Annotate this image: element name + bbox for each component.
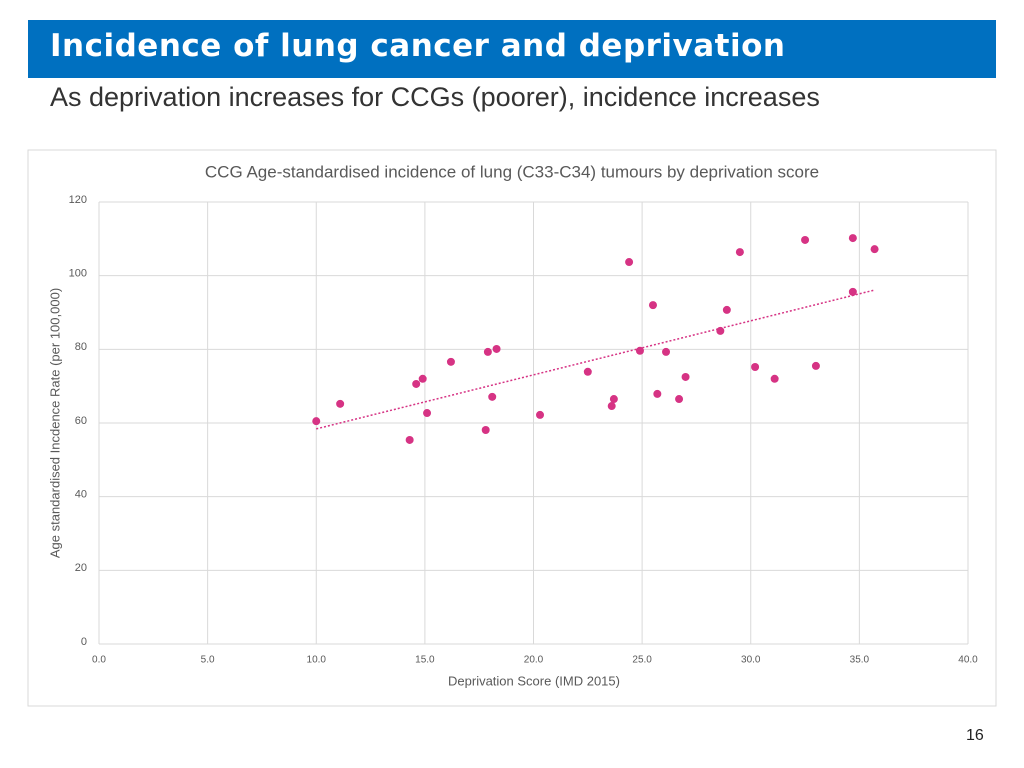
data-point [662, 347, 671, 356]
y-tick-label: 40 [75, 489, 87, 501]
x-tick-label: 10.0 [307, 655, 327, 666]
x-tick-label: 40.0 [958, 655, 978, 666]
data-point [488, 392, 497, 401]
data-point [446, 357, 455, 366]
data-point [722, 305, 731, 314]
data-point [405, 435, 414, 444]
data-point [675, 395, 684, 404]
y-tick-label: 20 [75, 562, 87, 574]
x-tick-label: 20.0 [524, 655, 544, 666]
data-point [770, 374, 779, 383]
data-point [607, 402, 616, 411]
data-point [312, 417, 321, 426]
data-point [483, 347, 492, 356]
data-point [735, 248, 744, 257]
y-tick-label: 120 [69, 194, 87, 206]
x-tick-label: 0.0 [92, 655, 106, 666]
y-axis-label: Age standardised Incdence Rate (per 100,… [47, 288, 62, 558]
x-tick-label: 25.0 [632, 655, 652, 666]
data-point [609, 395, 618, 404]
page-number: 16 [966, 727, 984, 744]
chart-title: CCG Age-standardised incidence of lung (… [205, 162, 819, 181]
data-point [625, 258, 634, 267]
data-point [412, 379, 421, 388]
data-point [418, 374, 427, 383]
data-point [801, 235, 810, 244]
data-point [336, 399, 345, 408]
y-tick-label: 80 [75, 341, 87, 353]
y-tick-label: 0 [81, 636, 87, 648]
data-point [423, 409, 432, 418]
data-point [848, 287, 857, 296]
data-point [481, 425, 490, 434]
chart-frame [27, 149, 997, 707]
data-point [811, 361, 820, 370]
data-point [716, 326, 725, 335]
data-point [635, 346, 644, 355]
slide-subtitle: As deprivation increases for CCGs (poore… [50, 82, 820, 112]
header-bar: Incidence of lung cancer and deprivation [28, 20, 996, 78]
x-tick-label: 15.0 [415, 655, 435, 666]
data-point [870, 245, 879, 254]
data-point [653, 389, 662, 398]
y-tick-label: 100 [69, 268, 87, 280]
x-tick-label: 35.0 [850, 655, 870, 666]
x-axis-label: Deprivation Score (IMD 2015) [448, 673, 620, 688]
x-tick-label: 5.0 [201, 655, 215, 666]
y-tick-label: 60 [75, 415, 87, 427]
slide-title: Incidence of lung cancer and deprivation [50, 28, 786, 64]
data-point [492, 344, 501, 353]
data-point [536, 410, 545, 419]
data-point [751, 363, 760, 372]
x-tick-label: 30.0 [741, 655, 761, 666]
data-point [848, 234, 857, 243]
data-point [583, 367, 592, 376]
data-point [648, 301, 657, 310]
data-point [681, 372, 690, 381]
